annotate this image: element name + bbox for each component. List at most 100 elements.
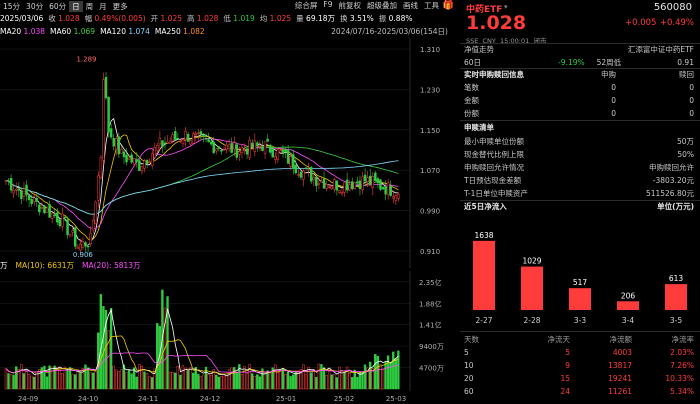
candle-body (138, 160, 141, 171)
fund-code: 560080 (653, 2, 692, 13)
adjust-button[interactable]: 前复权 (338, 1, 362, 10)
volume-bar (81, 368, 85, 390)
period-30m[interactable]: 30分 (26, 1, 44, 11)
candle-body (97, 175, 100, 201)
trend-period[interactable]: 60日 (464, 58, 482, 67)
candle-body (294, 164, 298, 174)
candle-body (243, 149, 246, 151)
volume-bar (317, 363, 321, 390)
volume-bar (245, 373, 249, 390)
volume-bar (243, 365, 246, 390)
overlay-button[interactable]: 超级叠加 (367, 1, 397, 10)
dropdown-icon[interactable]: ▾ (504, 3, 508, 11)
cell-net-days: 5 (565, 347, 570, 357)
tools-button[interactable]: 工具 (424, 1, 439, 10)
realtime-row: 份额 0 0 (464, 108, 694, 119)
candle-body (86, 246, 90, 248)
candle-body (230, 143, 233, 153)
candle-body (99, 157, 103, 178)
period-15m[interactable]: 15分 (3, 1, 21, 11)
candle-body (299, 171, 303, 178)
volume-bar (312, 369, 315, 390)
candle-body (389, 185, 392, 196)
candle-body (163, 142, 167, 145)
trend-title: 净值走势 (464, 45, 494, 54)
ma60-line (5, 144, 399, 215)
volume-bar (197, 373, 200, 390)
candle-body (143, 160, 146, 169)
volume-bar (358, 372, 362, 390)
candle-body (153, 147, 156, 158)
candle-body (191, 133, 195, 144)
candle-body (286, 150, 290, 164)
gift-icon[interactable]: 🎁 (442, 1, 454, 11)
f9-button[interactable]: F9 (323, 0, 333, 9)
volume-chart[interactable]: 2.35亿 1.88亿 1.41亿 9400万 4700万 (0, 271, 456, 391)
period-more[interactable]: 更多 (112, 1, 128, 11)
candle-body (245, 148, 249, 155)
volume-bar (356, 377, 359, 390)
price-tick: 1.070 (420, 167, 440, 175)
overview-button[interactable]: 综合屏 (294, 1, 318, 10)
low-annotation: 0.906 (73, 251, 94, 259)
candle-body (253, 140, 257, 152)
volume-bar (220, 376, 223, 390)
period-day[interactable]: 日 (69, 0, 83, 12)
period-month[interactable]: 月 (99, 1, 107, 11)
candle-body (45, 207, 49, 213)
volume-bar (20, 364, 23, 390)
cell-days: 60 (464, 386, 474, 396)
realtime-title: 实时申购赎回信息 (464, 70, 524, 79)
divider (460, 331, 700, 332)
volume-bar (284, 373, 287, 390)
exchange: SSE (466, 37, 479, 45)
volume-bar (181, 365, 185, 390)
candle-body (135, 159, 139, 162)
volume-bar (9, 374, 13, 390)
volume-bar (56, 366, 59, 390)
volume-bar (76, 370, 79, 390)
candle-body (148, 161, 151, 163)
candle-body (122, 151, 126, 158)
candle-body (66, 219, 69, 236)
flow-table-row: 5 5 4003 2.03% (464, 346, 694, 358)
market-state: 闭市 (533, 37, 547, 45)
ma60-label: MA60 (50, 26, 72, 36)
subscribe-label: T日预估现金差额 (464, 176, 522, 185)
candle-body (61, 213, 64, 227)
candle-body (127, 157, 131, 160)
volume-bar (97, 332, 100, 390)
candle-body (366, 177, 369, 183)
inflow-bar (521, 266, 543, 310)
candle-body (266, 138, 269, 142)
volume-bar (325, 375, 328, 390)
volume-bar (315, 376, 318, 390)
candle-body (58, 219, 62, 227)
volume-bar (363, 364, 367, 390)
candle-body (376, 178, 380, 184)
volume-bar (263, 372, 267, 390)
ma20-label: MA20 (0, 26, 22, 36)
fund-price: 1.028 (466, 12, 527, 34)
period-toolbar: 15分 30分 60分 日 周 月 更多 综合屏 F9 前复权 超级叠加 画线 … (0, 0, 456, 12)
candle-body (117, 136, 121, 155)
cell-net-rate: 5.34% (670, 386, 694, 396)
inflow-bar (569, 288, 591, 310)
volume-bar (22, 373, 26, 390)
candle-body (358, 180, 362, 189)
period-60m[interactable]: 60分 (49, 1, 67, 11)
cell-days: 5 (464, 347, 469, 357)
draw-button[interactable]: 画线 (403, 1, 418, 10)
kline-chart[interactable]: 1.310 1.230 1.150 1.070 0.990 0.910 1.289 0.90… (0, 38, 456, 268)
candle-body (53, 214, 56, 217)
candle-body (25, 184, 28, 196)
candle-body (371, 176, 375, 188)
volume-bar (43, 365, 46, 390)
inflow-value-label: 206 (621, 291, 636, 300)
candle-body (63, 216, 67, 219)
volume-tick: 1.88亿 (419, 299, 442, 308)
period-week[interactable]: 周 (85, 1, 94, 11)
volume-bar (107, 330, 110, 390)
candle-body (333, 179, 336, 190)
flow-unit: 单位(万元) (657, 202, 694, 211)
